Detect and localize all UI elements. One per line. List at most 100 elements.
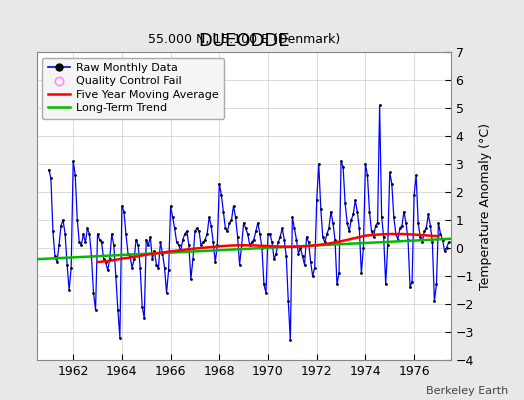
Point — [112, 273, 120, 279]
Point — [217, 192, 225, 198]
Point — [314, 161, 323, 167]
Point — [422, 225, 431, 232]
Point — [296, 245, 304, 251]
Point — [244, 231, 252, 237]
Point — [249, 236, 258, 243]
Point — [367, 228, 376, 234]
Point — [312, 197, 321, 204]
Point — [359, 245, 367, 251]
Point — [316, 206, 325, 212]
Point — [77, 242, 85, 248]
Point — [81, 239, 90, 246]
Point — [391, 231, 400, 237]
Point — [272, 250, 280, 257]
Point — [290, 225, 299, 232]
Point — [323, 231, 331, 237]
Point — [390, 214, 398, 220]
Point — [118, 203, 126, 209]
Point — [211, 259, 220, 265]
Point — [205, 214, 213, 220]
Point — [232, 214, 240, 220]
Point — [156, 239, 165, 246]
Point — [100, 256, 108, 262]
Point — [369, 234, 378, 240]
Point — [430, 298, 439, 304]
Point — [333, 281, 341, 288]
Point — [73, 217, 81, 223]
Point — [193, 225, 201, 232]
Point — [406, 284, 414, 290]
Point — [254, 220, 262, 226]
Point — [152, 262, 160, 268]
Point — [386, 169, 394, 176]
Point — [174, 242, 183, 248]
Point — [219, 208, 227, 215]
Text: Berkeley Earth: Berkeley Earth — [426, 386, 508, 396]
Point — [440, 248, 449, 254]
Point — [444, 239, 453, 246]
Point — [191, 228, 199, 234]
Point — [110, 242, 118, 248]
Point — [51, 253, 59, 260]
Point — [183, 228, 191, 234]
Point — [150, 248, 159, 254]
Point — [57, 222, 65, 229]
Point — [412, 172, 420, 178]
Point — [276, 234, 285, 240]
Point — [337, 158, 345, 164]
Point — [89, 290, 97, 296]
Point — [134, 242, 143, 248]
Point — [97, 239, 106, 246]
Point — [221, 225, 230, 232]
Point — [260, 281, 268, 288]
Point — [351, 197, 359, 204]
Point — [130, 256, 138, 262]
Point — [247, 239, 256, 246]
Point — [325, 225, 333, 232]
Point — [396, 225, 404, 232]
Point — [264, 231, 272, 237]
Point — [327, 208, 335, 215]
Point — [439, 236, 447, 243]
Point — [298, 253, 307, 260]
Point — [341, 200, 350, 206]
Point — [75, 239, 83, 246]
Text: 55.000 N, 15.100 E (Denmark): 55.000 N, 15.100 E (Denmark) — [148, 33, 340, 46]
Legend: Raw Monthly Data, Quality Control Fail, Five Year Moving Average, Long-Term Tren: Raw Monthly Data, Quality Control Fail, … — [42, 58, 224, 119]
Point — [428, 239, 436, 246]
Point — [184, 242, 193, 248]
Point — [239, 220, 248, 226]
Point — [177, 248, 185, 254]
Point — [128, 264, 136, 271]
Point — [49, 228, 57, 234]
Point — [268, 239, 276, 246]
Point — [235, 262, 244, 268]
Point — [83, 225, 92, 232]
Point — [388, 180, 396, 187]
Point — [420, 228, 429, 234]
Point — [85, 231, 94, 237]
Point — [122, 231, 130, 237]
Point — [442, 245, 451, 251]
Point — [209, 239, 217, 246]
Point — [154, 264, 162, 271]
Point — [304, 239, 313, 246]
Point — [349, 211, 357, 218]
Point — [179, 236, 187, 243]
Point — [402, 220, 410, 226]
Point — [400, 208, 408, 215]
Point — [394, 236, 402, 243]
Point — [207, 222, 215, 229]
Point — [284, 298, 292, 304]
Point — [424, 211, 432, 218]
Point — [199, 239, 208, 246]
Point — [242, 225, 250, 232]
Point — [410, 192, 418, 198]
Point — [408, 278, 416, 285]
Point — [104, 267, 112, 274]
Point — [142, 236, 150, 243]
Point — [148, 256, 157, 262]
Point — [55, 242, 63, 248]
Point — [294, 250, 303, 257]
Point — [282, 253, 290, 260]
